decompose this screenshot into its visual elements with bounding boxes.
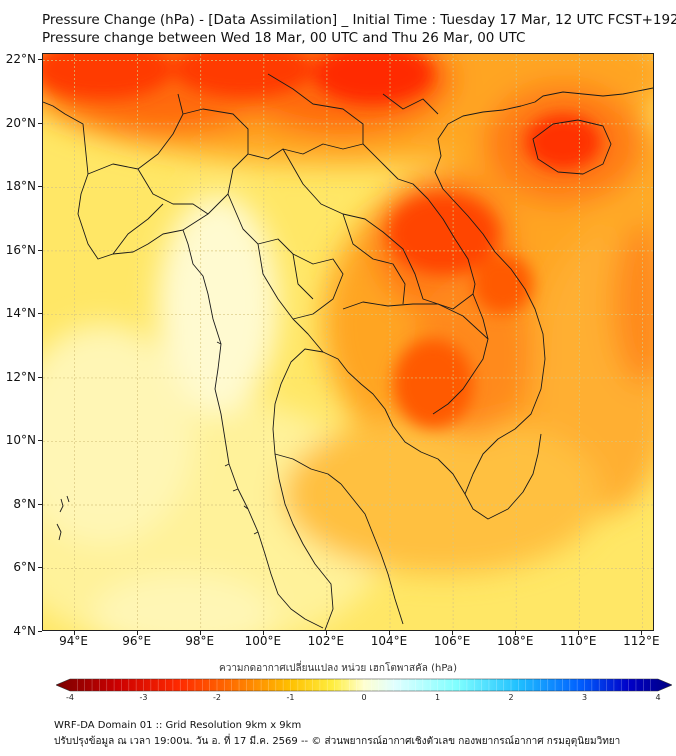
latitude-label: 14°N <box>5 306 36 321</box>
colorbar-tick-label: 1 <box>434 693 441 702</box>
border-laos-vietnam <box>362 143 489 340</box>
colorbar-bar <box>56 678 672 692</box>
latitude-label: 10°N <box>5 433 36 448</box>
colorbar-tick-label: -2 <box>213 693 221 702</box>
latitude-tick <box>38 376 42 378</box>
colorbar <box>56 678 672 692</box>
border-thailand-malaysia <box>274 453 342 485</box>
longitude-label: 112°E <box>623 634 660 648</box>
coastline-borders <box>43 73 653 630</box>
longitude-tick <box>262 631 264 635</box>
latitude-tick <box>38 440 42 442</box>
colorbar-tick-label: -1 <box>286 693 295 702</box>
latitude-tick <box>38 122 42 124</box>
longitude-tick <box>199 631 201 635</box>
colorbar-tick-label: 4 <box>655 693 661 702</box>
latitude-label: 18°N <box>5 179 36 194</box>
latitude-tick <box>38 313 42 315</box>
longitude-tick <box>578 631 580 635</box>
internal-divisions-north <box>267 73 439 144</box>
longitude-label: 106°E <box>433 634 471 648</box>
longitude-tick <box>515 631 517 635</box>
islands-andaman <box>56 495 70 541</box>
border-cambodia <box>342 301 489 415</box>
latitude-tick <box>38 186 42 188</box>
longitude-tick <box>73 631 75 635</box>
internal-divisions-thailand <box>227 193 406 353</box>
latitude-label: 16°N <box>5 242 36 257</box>
lat-lon-grid <box>43 54 653 630</box>
longitude-label: 100°E <box>244 634 282 648</box>
latitude-label: 22°N <box>5 52 36 67</box>
hainan-island <box>532 119 612 175</box>
longitude-tick <box>641 631 643 635</box>
islands-west-coast <box>216 341 259 535</box>
latitude-label: 4°N <box>13 624 36 638</box>
footer-model-info: WRF-DA Domain 01 :: Grid Resolution 9km … <box>54 720 302 731</box>
map-title: Pressure Change (hPa) - [Data Assimilati… <box>42 12 676 28</box>
colorbar-tick-label: -4 <box>66 693 74 702</box>
latitude-tick <box>38 503 42 505</box>
longitude-label: 108°E <box>496 634 534 648</box>
latitude-label: 6°N <box>13 560 36 575</box>
longitude-label: 98°E <box>185 634 215 648</box>
colorbar-tick-label: 2 <box>508 693 514 702</box>
longitude-label: 110°E <box>560 634 597 648</box>
longitude-tick <box>136 631 138 635</box>
latitude-tick <box>38 567 42 569</box>
longitude-tick <box>389 631 390 635</box>
map-subtitle: Pressure change between Wed 18 Mar, 00 U… <box>42 30 526 46</box>
pressure-change-map <box>42 53 654 631</box>
colorbar-tick-label: 3 <box>581 693 588 702</box>
colorbar-title: ความกดอากาศเปลี่ยนแปลง หน่วย เฮกโตพาสคัล… <box>219 663 457 674</box>
latitude-label: 12°N <box>5 369 36 384</box>
longitude-label: 102°E <box>307 634 345 648</box>
latitude-label: 8°N <box>13 496 36 511</box>
longitude-tick <box>325 631 327 635</box>
longitude-label: 96°E <box>122 634 152 648</box>
latitude-tick <box>38 631 42 632</box>
longitude-label: 94°E <box>59 634 88 648</box>
internal-divisions-myanmar <box>87 93 249 255</box>
colorbar-tick-label: -3 <box>139 693 148 702</box>
latitude-tick <box>38 59 42 61</box>
coastline-mekong-delta <box>464 433 542 520</box>
latitude-tick <box>38 249 42 251</box>
border-myanmar-thailand <box>182 143 364 231</box>
footer-update-info: ปรับปรุงข้อมูล ณ เวลา 19:00น. วัน อ. ที่… <box>54 736 621 747</box>
latitude-label: 20°N <box>5 115 36 130</box>
coastline-gulf-east <box>347 87 653 495</box>
longitude-label: 104°E <box>370 634 408 648</box>
peninsula-east-coast <box>340 483 404 625</box>
longitude-tick <box>452 631 454 635</box>
coastline-myanmar-bay <box>43 101 324 629</box>
colorbar-tick-label: 0 <box>361 693 367 702</box>
